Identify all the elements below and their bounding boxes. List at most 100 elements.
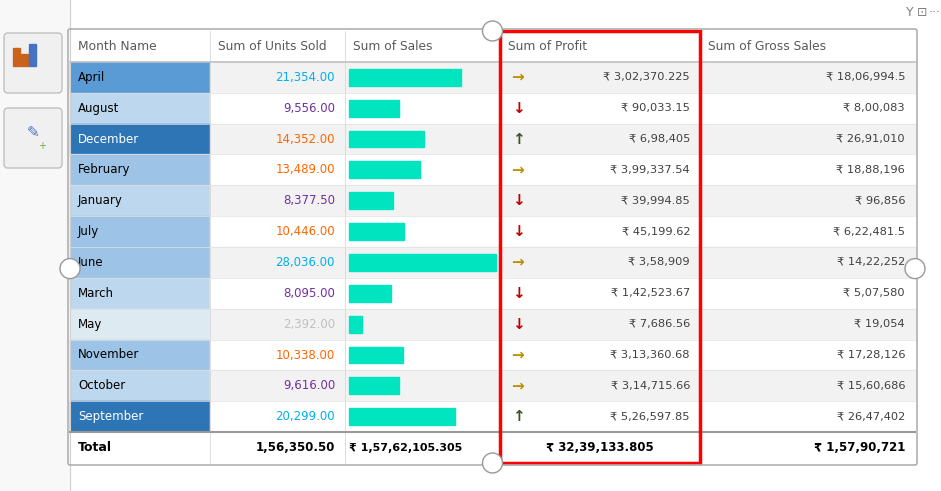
Text: October: October — [78, 380, 125, 392]
Text: ₹ 18,06,994.5: ₹ 18,06,994.5 — [825, 72, 905, 82]
Bar — [70, 93, 210, 124]
Text: ₹ 96,856: ₹ 96,856 — [854, 196, 905, 206]
Text: ···: ··· — [929, 6, 941, 20]
Text: Sum of Sales: Sum of Sales — [353, 40, 433, 53]
Bar — [210, 216, 915, 247]
Bar — [500, 31, 700, 463]
Text: ₹ 5,07,580: ₹ 5,07,580 — [843, 288, 905, 299]
Text: ↓: ↓ — [512, 317, 524, 331]
Bar — [21, 54, 27, 66]
Text: →: → — [512, 70, 524, 85]
Bar — [0, 0, 70, 491]
Text: ₹ 3,02,370.225: ₹ 3,02,370.225 — [603, 72, 690, 82]
Text: ₹ 6,22,481.5: ₹ 6,22,481.5 — [833, 226, 905, 237]
Circle shape — [483, 453, 502, 473]
Text: 2,392.00: 2,392.00 — [283, 318, 335, 330]
Bar — [210, 370, 915, 401]
Bar — [210, 62, 915, 93]
Text: ₹ 1,57,62,105.305: ₹ 1,57,62,105.305 — [349, 442, 462, 453]
Bar — [210, 278, 915, 309]
Bar — [70, 62, 210, 93]
Text: 9,556.00: 9,556.00 — [283, 102, 335, 114]
Text: 8,095.00: 8,095.00 — [283, 287, 335, 300]
Text: ⊡: ⊡ — [917, 6, 927, 20]
Bar — [210, 401, 915, 432]
Text: Y: Y — [906, 6, 914, 20]
Text: ✎: ✎ — [26, 126, 40, 140]
Text: ₹ 3,99,337.54: ₹ 3,99,337.54 — [611, 165, 690, 175]
Text: January: January — [78, 194, 123, 207]
Bar — [70, 155, 210, 185]
Bar — [349, 69, 461, 86]
Bar — [349, 162, 420, 178]
Text: 10,446.00: 10,446.00 — [276, 225, 335, 238]
Bar — [70, 278, 210, 309]
Bar — [70, 432, 915, 463]
Text: ↑: ↑ — [512, 409, 524, 424]
Text: 1,56,350.50: 1,56,350.50 — [256, 441, 335, 454]
Bar — [70, 216, 210, 247]
Bar — [210, 309, 915, 340]
Text: ₹ 3,14,715.66: ₹ 3,14,715.66 — [611, 381, 690, 391]
Bar — [349, 100, 399, 117]
Text: Sum of Profit: Sum of Profit — [508, 40, 587, 53]
Text: 28,036.00: 28,036.00 — [276, 256, 335, 269]
Bar — [70, 340, 210, 370]
Bar — [13, 48, 20, 66]
Text: 14,352.00: 14,352.00 — [276, 133, 335, 145]
Bar — [349, 223, 404, 240]
Text: ₹ 19,054: ₹ 19,054 — [854, 319, 905, 329]
Text: ₹ 32,39,133.805: ₹ 32,39,133.805 — [546, 441, 654, 454]
Text: →: → — [512, 379, 524, 393]
Text: ₹ 6,98,405: ₹ 6,98,405 — [629, 134, 690, 144]
Bar — [210, 185, 915, 216]
Bar — [210, 340, 915, 370]
Bar — [349, 131, 424, 147]
Text: →: → — [512, 255, 524, 270]
Text: June: June — [78, 256, 104, 269]
Circle shape — [905, 259, 925, 278]
Text: December: December — [78, 133, 139, 145]
Text: November: November — [78, 349, 139, 361]
Text: 13,489.00: 13,489.00 — [276, 164, 335, 176]
Text: July: July — [78, 225, 99, 238]
Text: ₹ 26,91,010: ₹ 26,91,010 — [837, 134, 905, 144]
Text: ₹ 90,033.15: ₹ 90,033.15 — [621, 103, 690, 113]
Text: February: February — [78, 164, 131, 176]
Text: ₹ 15,60,686: ₹ 15,60,686 — [837, 381, 905, 391]
Text: Sum of Units Sold: Sum of Units Sold — [218, 40, 327, 53]
Text: ↓: ↓ — [512, 193, 524, 208]
Text: ₹ 3,58,909: ₹ 3,58,909 — [629, 257, 690, 268]
Bar — [29, 44, 36, 66]
Bar — [70, 185, 210, 216]
Text: ↓: ↓ — [512, 101, 524, 116]
Text: 20,299.00: 20,299.00 — [276, 410, 335, 423]
Text: ₹ 39,994.85: ₹ 39,994.85 — [621, 196, 690, 206]
Text: ↓: ↓ — [512, 286, 524, 301]
Text: August: August — [78, 102, 120, 114]
Text: May: May — [78, 318, 103, 330]
Text: ₹ 1,57,90,721: ₹ 1,57,90,721 — [814, 441, 905, 454]
Bar — [349, 408, 455, 425]
Text: September: September — [78, 410, 143, 423]
Bar — [70, 31, 915, 62]
Bar — [210, 93, 915, 124]
Text: ₹ 7,686.56: ₹ 7,686.56 — [629, 319, 690, 329]
Text: ↓: ↓ — [512, 224, 524, 239]
Text: Total: Total — [78, 441, 112, 454]
Text: 8,377.50: 8,377.50 — [283, 194, 335, 207]
Text: ₹ 26,47,402: ₹ 26,47,402 — [837, 412, 905, 422]
Bar — [349, 192, 393, 209]
Circle shape — [60, 259, 80, 278]
Text: 9,616.00: 9,616.00 — [282, 380, 335, 392]
Text: ₹ 1,42,523.67: ₹ 1,42,523.67 — [611, 288, 690, 299]
Text: ₹ 3,13,360.68: ₹ 3,13,360.68 — [611, 350, 690, 360]
Text: ₹ 8,00,083: ₹ 8,00,083 — [843, 103, 905, 113]
Circle shape — [483, 21, 502, 41]
Bar — [210, 124, 915, 155]
Bar — [349, 378, 399, 394]
Bar — [349, 254, 496, 271]
Text: 10,338.00: 10,338.00 — [276, 349, 335, 361]
Bar — [70, 309, 210, 340]
Text: ₹ 18,88,196: ₹ 18,88,196 — [837, 165, 905, 175]
